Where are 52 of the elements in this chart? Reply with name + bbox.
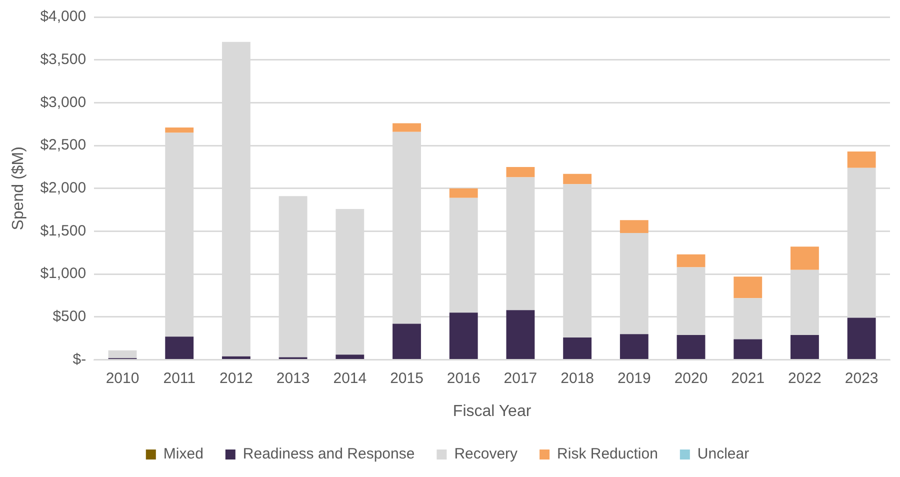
bar (734, 339, 762, 360)
bar (165, 336, 194, 360)
bar (392, 123, 421, 132)
bar (676, 334, 706, 360)
bar (165, 128, 194, 133)
bar (620, 220, 648, 233)
legend-label: Readiness and Response (242, 446, 415, 463)
bar (336, 354, 364, 360)
x-tick-label: 2023 (844, 370, 878, 387)
bar (676, 254, 706, 268)
x-tick-label: 2015 (390, 370, 424, 387)
bar (563, 338, 592, 360)
x-tick-label: 2017 (504, 370, 538, 387)
bar (847, 152, 876, 168)
bar (790, 334, 819, 360)
bar (506, 166, 535, 178)
bar (449, 312, 478, 360)
y-tick-label: $- (72, 350, 86, 368)
x-axis-title: Fiscal Year (452, 402, 532, 420)
y-tick-label: $4,000 (40, 8, 86, 26)
x-tick-label: 2014 (333, 370, 367, 387)
x-tick-label: 2020 (674, 370, 708, 387)
bar (563, 174, 592, 184)
y-tick-label: $2,500 (40, 136, 86, 154)
bar (222, 356, 250, 360)
x-tick-label: 2011 (163, 370, 196, 387)
y-tick-label: $3,000 (40, 94, 86, 111)
y-tick-label: $2,000 (40, 180, 86, 197)
bar (449, 188, 478, 198)
bar (734, 276, 762, 298)
y-axis-title: Spend ($M) (10, 146, 28, 230)
x-tick-label: 2016 (446, 370, 480, 387)
x-tick-label: 2010 (106, 370, 140, 387)
bar (790, 246, 819, 270)
legend-label: Risk Reduction (557, 446, 658, 463)
bar (847, 318, 876, 359)
legend-label: Recovery (454, 446, 518, 463)
bar (506, 310, 535, 360)
x-tick-label: 2021 (731, 370, 765, 387)
y-tick-label: $3,500 (40, 50, 86, 68)
legend-label: Mixed (163, 446, 204, 463)
y-tick-label: $500 (52, 308, 86, 326)
x-tick-label: 2022 (788, 370, 822, 387)
legend-label: Unclear (697, 446, 750, 463)
bar (392, 324, 421, 360)
x-tick-label: 2018 (560, 370, 594, 387)
x-tick-label: 2019 (617, 370, 651, 387)
y-tick-label: $1,000 (40, 265, 86, 282)
x-tick-label: 2013 (276, 370, 310, 387)
y-tick-label: $1,500 (40, 222, 86, 240)
x-tick-label: 2012 (220, 370, 253, 387)
bar (620, 334, 648, 360)
